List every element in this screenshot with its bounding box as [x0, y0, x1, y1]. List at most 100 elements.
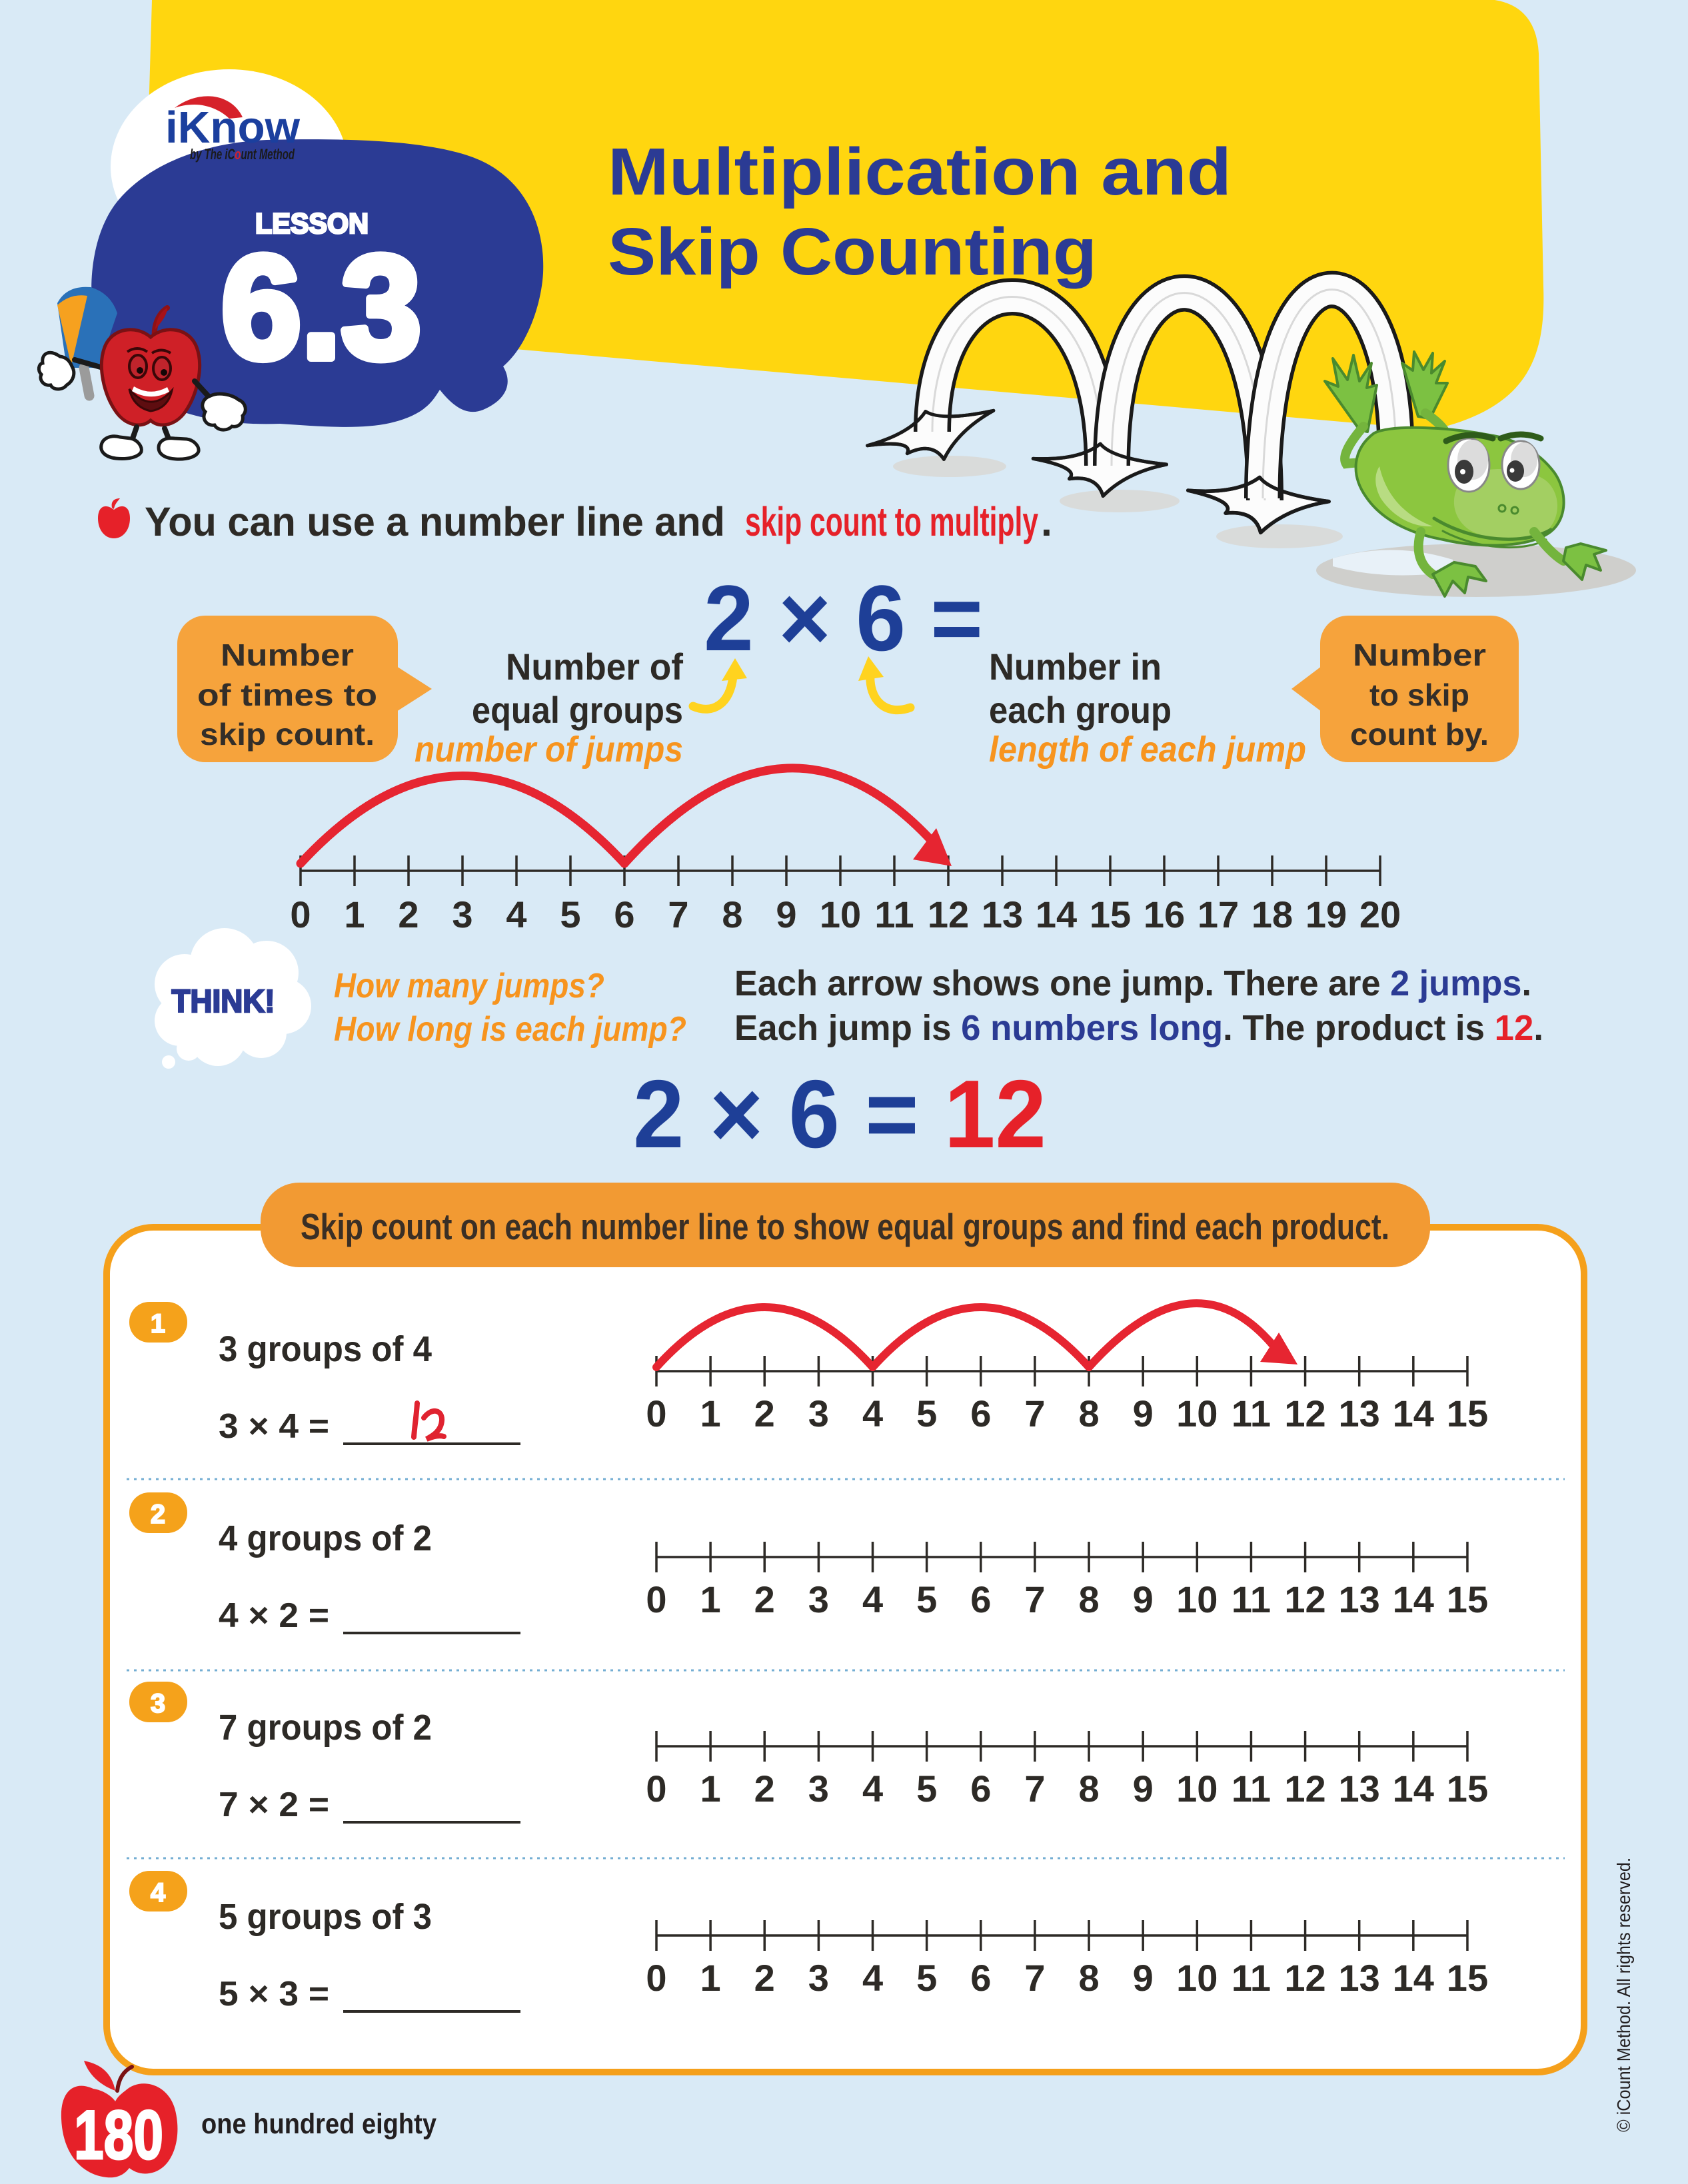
svg-text:20: 20 — [1359, 893, 1401, 935]
svg-text:9: 9 — [1133, 1578, 1154, 1620]
svg-text:each group: each group — [989, 689, 1172, 731]
svg-text:Each jump is 6 numbers long. T: Each jump is 6 numbers long. The product… — [734, 1008, 1543, 1048]
svg-text:10: 10 — [1176, 1578, 1218, 1620]
svg-text:10: 10 — [820, 893, 861, 935]
svg-text:4: 4 — [862, 1392, 883, 1434]
svg-text:11: 11 — [1232, 1768, 1271, 1810]
svg-text:18: 18 — [1252, 893, 1293, 935]
svg-text:5: 5 — [916, 1578, 937, 1620]
svg-text:11: 11 — [1232, 1957, 1271, 1999]
svg-text:7 × 2 =: 7 × 2 = — [219, 1786, 329, 1824]
svg-text:7: 7 — [1024, 1578, 1045, 1620]
svg-text:0: 0 — [290, 893, 311, 935]
svg-text:13: 13 — [1339, 1957, 1380, 1999]
svg-text:12: 12 — [1284, 1768, 1325, 1810]
svg-text:2 × 6 =: 2 × 6 = — [704, 566, 983, 670]
svg-text:13: 13 — [1339, 1578, 1380, 1620]
svg-text:3: 3 — [808, 1768, 829, 1810]
svg-text:14: 14 — [1393, 1392, 1434, 1434]
svg-text:2 × 6 = 12: 2 × 6 = 12 — [633, 1060, 1046, 1168]
svg-text:12: 12 — [1284, 1578, 1325, 1620]
svg-text:Skip count on each number line: Skip count on each number line to show e… — [301, 1206, 1389, 1247]
svg-text:6: 6 — [970, 1392, 991, 1434]
svg-text:8: 8 — [722, 893, 742, 935]
svg-text:13: 13 — [1339, 1768, 1380, 1810]
svg-text:9: 9 — [1133, 1957, 1154, 1999]
svg-text:4 × 2 =: 4 × 2 = — [219, 1596, 329, 1635]
svg-text:to skip: to skip — [1369, 678, 1469, 712]
svg-text:4: 4 — [151, 1878, 166, 1908]
svg-text:15: 15 — [1447, 1578, 1488, 1620]
svg-text:.: . — [1041, 499, 1052, 544]
svg-text:How long is each jump?: How long is each jump? — [334, 1010, 686, 1049]
svg-text:4: 4 — [506, 893, 526, 935]
svg-text:14: 14 — [1036, 893, 1077, 935]
svg-text:12: 12 — [1284, 1392, 1325, 1434]
svg-text:2: 2 — [151, 1500, 165, 1529]
svg-text:5: 5 — [560, 893, 580, 935]
svg-text:one hundred eighty: one hundred eighty — [201, 2108, 436, 2140]
svg-text:15: 15 — [1447, 1392, 1488, 1434]
svg-text:count by.: count by. — [1350, 717, 1489, 752]
svg-text:8: 8 — [1078, 1578, 1099, 1620]
svg-text:11: 11 — [874, 893, 914, 935]
svg-text:4: 4 — [862, 1957, 883, 1999]
svg-text:How many jumps?: How many jumps? — [334, 967, 604, 1005]
svg-text:2: 2 — [754, 1957, 775, 1999]
svg-text:skip count to multiply: skip count to multiply — [745, 499, 1038, 544]
svg-text:3: 3 — [808, 1392, 829, 1434]
svg-text:16: 16 — [1144, 893, 1185, 935]
svg-text:4: 4 — [862, 1768, 883, 1810]
svg-text:iKnow: iKnow — [165, 103, 301, 153]
svg-text:0: 0 — [646, 1392, 666, 1434]
svg-text:6: 6 — [970, 1768, 991, 1810]
svg-text:7: 7 — [1024, 1768, 1045, 1810]
svg-text:5: 5 — [916, 1957, 937, 1999]
svg-text:7: 7 — [668, 893, 688, 935]
svg-text:3 groups of 4: 3 groups of 4 — [219, 1329, 432, 1369]
svg-text:of times to: of times to — [197, 678, 377, 712]
svg-text:Skip Counting: Skip Counting — [608, 215, 1097, 289]
svg-text:15: 15 — [1447, 1957, 1488, 1999]
svg-text:10: 10 — [1176, 1392, 1218, 1434]
svg-text:8: 8 — [1078, 1957, 1099, 1999]
svg-text:Number in: Number in — [989, 646, 1162, 688]
svg-text:7 groups of 2: 7 groups of 2 — [219, 1708, 432, 1748]
svg-text:14: 14 — [1393, 1957, 1434, 1999]
svg-text:1: 1 — [151, 1309, 165, 1339]
svg-text:2: 2 — [398, 893, 419, 935]
svg-text:15: 15 — [1447, 1768, 1488, 1810]
svg-text:number of jumps: number of jumps — [415, 730, 683, 770]
svg-text:17: 17 — [1198, 893, 1239, 935]
svg-text:4 groups of 2: 4 groups of 2 — [219, 1518, 432, 1558]
svg-text:3 × 4 =: 3 × 4 = — [219, 1407, 329, 1446]
svg-text:6.3: 6.3 — [221, 225, 421, 389]
svg-text:2: 2 — [754, 1392, 775, 1434]
svg-text:You can use a number line and: You can use a number line and — [145, 499, 725, 544]
svg-text:7: 7 — [1024, 1392, 1045, 1434]
svg-text:1: 1 — [344, 893, 365, 935]
svg-text:10: 10 — [1176, 1957, 1218, 1999]
svg-text:4: 4 — [862, 1578, 883, 1620]
svg-text:1: 1 — [700, 1768, 721, 1810]
svg-text:6: 6 — [970, 1578, 991, 1620]
svg-text:12: 12 — [1284, 1957, 1325, 1999]
svg-text:Multiplication and: Multiplication and — [608, 135, 1232, 209]
svg-text:11: 11 — [1232, 1392, 1271, 1434]
svg-text:THINK!: THINK! — [172, 984, 275, 1019]
svg-text:5 × 3 =: 5 × 3 = — [219, 1975, 329, 2013]
svg-text:19: 19 — [1305, 893, 1347, 935]
svg-text:by The iCount Method: by The iCount Method — [190, 146, 295, 163]
svg-text:Number: Number — [1353, 638, 1486, 672]
svg-text:3: 3 — [151, 1689, 165, 1718]
svg-text:equal groups: equal groups — [472, 689, 683, 731]
svg-text:15: 15 — [1090, 893, 1131, 935]
svg-text:3: 3 — [808, 1578, 829, 1620]
svg-text:6: 6 — [614, 893, 634, 935]
svg-text:14: 14 — [1393, 1578, 1434, 1620]
svg-text:180: 180 — [74, 2097, 163, 2174]
svg-text:12: 12 — [928, 893, 969, 935]
svg-text:1: 1 — [700, 1392, 721, 1434]
svg-text:length of each jump: length of each jump — [989, 730, 1306, 770]
svg-text:9: 9 — [776, 893, 796, 935]
